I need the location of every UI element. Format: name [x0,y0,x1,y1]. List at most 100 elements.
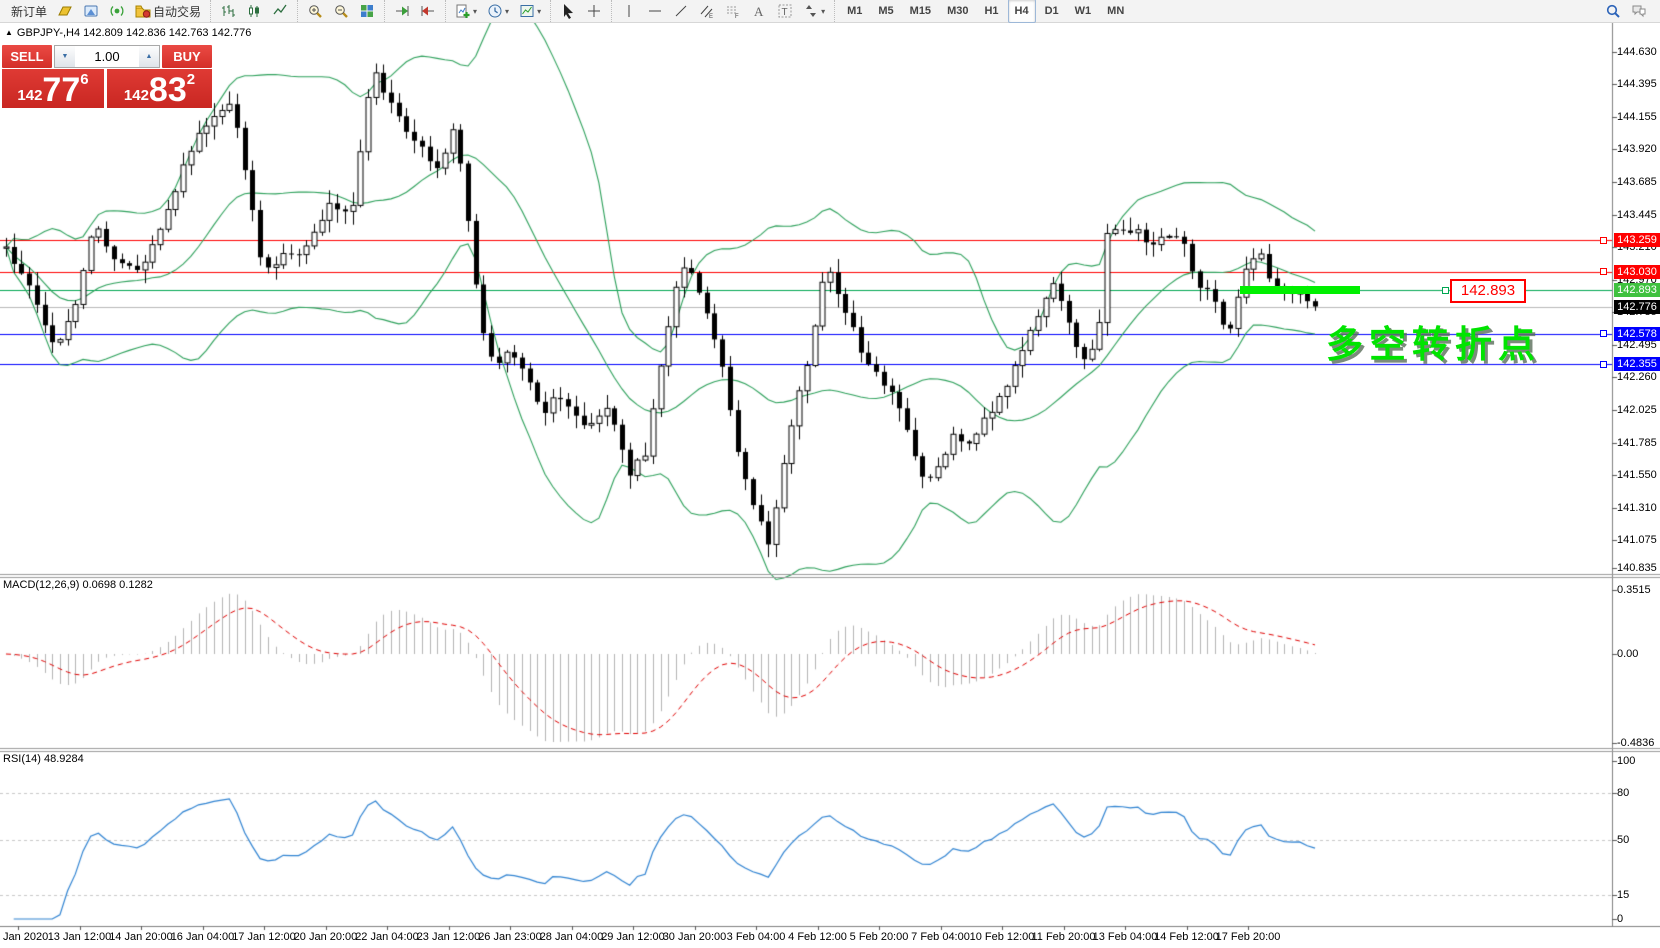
price-axis-label: 143.920 [1617,143,1657,156]
price-axis-label: 144.630 [1617,45,1657,58]
arrows-button[interactable]: ▾ [799,0,829,22]
line-handle[interactable] [1600,236,1607,244]
time-axis-label: 7 Feb 04:00 [911,931,970,943]
macd-label: MACD(12,26,9) 0.0698 0.1282 [3,579,153,591]
chart-shift-icon [420,3,436,19]
timeframe-m1[interactable]: M1 [847,5,863,17]
text-label-icon: T [777,3,793,19]
timeframe-group: M1 M5 M15 M30 H1 H4 D1 W1 MN [834,0,1136,23]
autotrading-button-label: 自动交易 [153,4,202,19]
toolbar-group: E F A T ▾ [611,0,834,22]
periods-button[interactable]: ▾ [483,0,513,22]
time-axis-label: 17 Feb 20:00 [1215,931,1281,943]
chat-button[interactable] [1627,0,1651,22]
time-axis-label: 11 Feb 20:00 [1031,931,1096,943]
chart-shift-button[interactable] [416,0,440,22]
time-axis-label: 26 Jan 23:00 [478,931,542,943]
bar-chart-button[interactable] [216,0,240,22]
cursor-button[interactable] [556,0,580,22]
horizontal-line-icon [647,3,663,19]
line-handle[interactable] [1600,330,1607,338]
price-tag-143.259[interactable]: 143.259 [1614,233,1660,248]
chevron-down-icon[interactable]: ▾ [537,6,542,16]
zoom-in-button[interactable] [303,0,327,22]
price-axis-label: 143.685 [1617,175,1657,188]
sell-price-base: 142 [17,87,43,104]
vertical-line-button[interactable] [617,0,641,22]
note-text-annotation[interactable]: 多空转折点 [1326,324,1541,365]
timeframe-h1[interactable]: H1 [984,5,999,17]
line-handle[interactable] [1442,286,1449,294]
price-box-annotation[interactable]: 142.893 [1450,279,1526,303]
toolbar-group [384,0,445,22]
price-axis-label: 144.395 [1617,78,1657,91]
autotrading-button[interactable]: 自动交易 [131,0,205,22]
text-label-button[interactable]: T [773,0,797,22]
buy-price[interactable]: 142 83 2 [107,69,212,108]
signals-icon[interactable] [105,0,129,22]
new-order-button[interactable]: 新订单 [5,0,51,22]
highlight-bar-annotation[interactable] [1240,286,1360,294]
timeframe-w1[interactable]: W1 [1074,5,1092,17]
timeframe-m5[interactable]: M5 [878,5,894,17]
horizontal-line-button[interactable] [643,0,667,22]
candlestick-chart-button[interactable] [242,0,266,22]
line-handle[interactable] [1600,360,1607,368]
price-axis-label: 141.550 [1617,468,1657,481]
time-axis-label: 20 Jan 20:00 [293,931,358,943]
templates-button[interactable]: ▾ [515,0,545,22]
chart-pointer-icon: ▲ [5,28,13,37]
price-axis-label: 140.835 [1617,562,1657,574]
rsi-axis-label: 50 [1617,834,1630,846]
volume-increase-button[interactable]: ▲ [139,46,159,67]
time-axis-label: 30 Jan 20:00 [662,931,727,943]
time-axis-label: 23 Jan 12:00 [416,931,481,943]
macd-axis-label: 0.00 [1617,648,1639,660]
price-tag-142.893[interactable]: 142.893 [1614,283,1660,298]
indicators-button[interactable]: ▾ [451,0,481,22]
price-tag-142.776[interactable]: 142.776 [1614,299,1660,314]
new-order-button-label: 新订单 [11,4,48,19]
indicators-icon [455,3,471,19]
volume-input[interactable] [75,46,139,67]
time-axis-label: 28 Jan 04:00 [539,931,604,943]
timeframe-m30[interactable]: M30 [947,5,969,17]
crosshair-icon [586,3,602,19]
rsi-axis-label: 0 [1617,913,1624,925]
price-axis-label: 141.310 [1617,501,1657,514]
timeframe-mn[interactable]: MN [1107,5,1125,17]
equidistant-channel-button[interactable]: E [695,0,719,22]
metaeditor-icon [83,3,99,19]
svg-text:T: T [782,7,788,18]
chevron-down-icon[interactable]: ▾ [821,6,826,16]
fibonacci-button[interactable]: F [721,0,745,22]
timeframe-h4[interactable]: H4 [1007,0,1036,23]
text-button[interactable]: A [747,0,771,22]
search-button[interactable] [1601,0,1625,22]
buy-button[interactable]: BUY [162,45,212,68]
trendline-button[interactable] [669,0,693,22]
chevron-down-icon[interactable]: ▾ [505,6,510,16]
sell-price[interactable]: 142 77 6 [2,69,104,108]
price-tag-142.355[interactable]: 142.355 [1614,357,1660,372]
metaeditor-icon[interactable] [79,0,103,22]
price-tag-143.030[interactable]: 143.030 [1614,264,1660,279]
timeframe-m15[interactable]: M15 [909,5,932,17]
price-tag-142.578[interactable]: 142.578 [1614,326,1660,341]
charts-cube-icon[interactable] [53,0,77,22]
tile-windows-button[interactable] [355,0,379,22]
auto-scroll-button[interactable] [390,0,414,22]
sell-button[interactable]: SELL [2,45,52,68]
chevron-down-icon[interactable]: ▾ [473,6,478,16]
line-handle[interactable] [1600,268,1607,276]
crosshair-button[interactable] [582,0,606,22]
timeframe-d1[interactable]: D1 [1044,5,1059,17]
zoom-out-icon [333,3,349,19]
time-axis-label: 13 Jan 12:00 [47,931,112,943]
volume-decrease-button[interactable]: ▼ [55,46,75,67]
toolbar: 新订单 自动交易 ▾ ▾ ▾ E F A T ▾ M1 M5 M15 M30 H1 H4 D1 W1 MN [0,0,1660,23]
zoom-out-button[interactable] [329,0,353,22]
periods-icon [487,3,503,19]
line-chart-button[interactable] [268,0,292,22]
